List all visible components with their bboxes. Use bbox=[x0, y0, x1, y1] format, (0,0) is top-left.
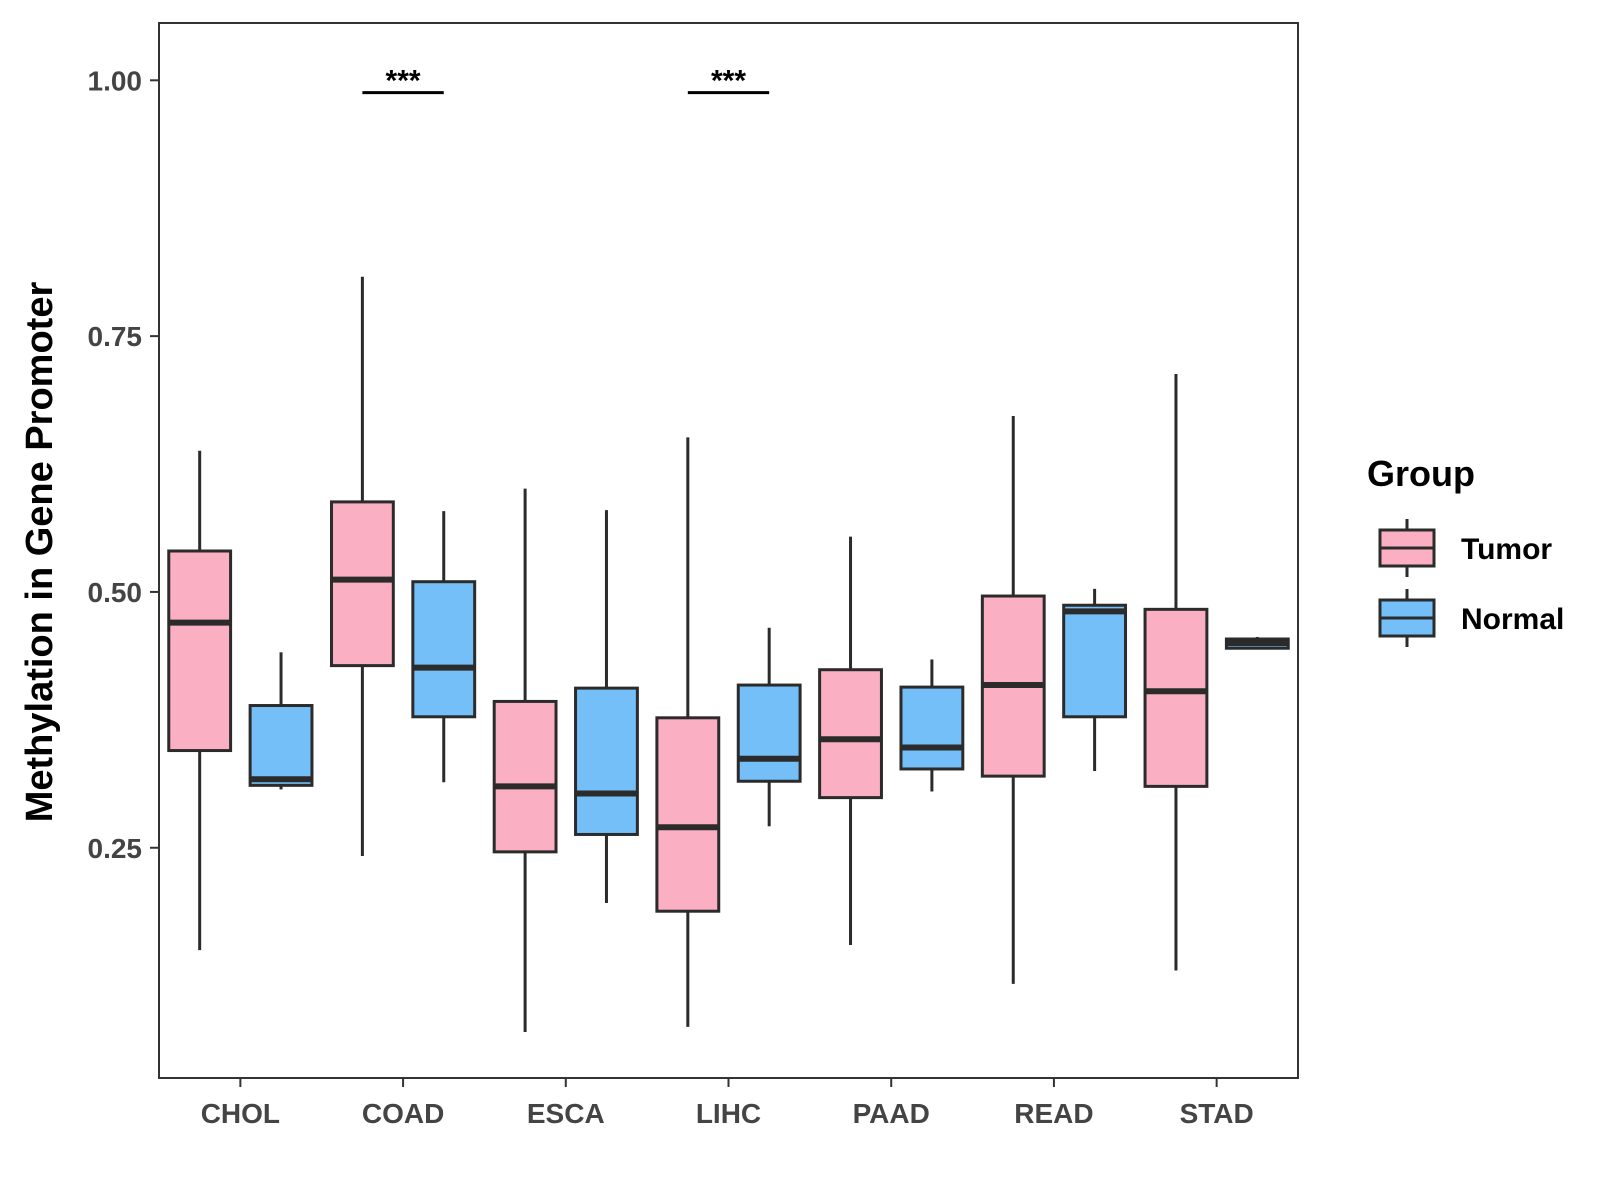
box-tumor-esca bbox=[492, 488, 558, 1032]
significance-annotations: *** *** bbox=[362, 65, 770, 98]
box-tumor-stad bbox=[1143, 373, 1209, 971]
y-axis: 0.25 0.50 0.75 1.00 bbox=[88, 65, 159, 864]
x-tick-label: STAD bbox=[1180, 1098, 1254, 1129]
box-body bbox=[411, 580, 477, 719]
significance-lihc: *** bbox=[687, 65, 770, 98]
box-tumor-chol bbox=[167, 450, 233, 951]
x-tick-label: LIHC bbox=[696, 1098, 761, 1129]
significance-label: *** bbox=[386, 65, 421, 98]
box-normal-stad bbox=[1224, 636, 1290, 650]
x-tick-label: READ bbox=[1014, 1098, 1093, 1129]
y-tick-label: 0.75 bbox=[88, 321, 143, 352]
box-tumor-lihc bbox=[655, 437, 721, 1027]
box-tumor-read bbox=[980, 415, 1046, 984]
legend-item-tumor: Tumor bbox=[1378, 519, 1552, 577]
box-body bbox=[248, 704, 314, 787]
box-normal-esca bbox=[574, 510, 639, 904]
box-body bbox=[574, 686, 639, 836]
box-body bbox=[899, 685, 965, 771]
box-body bbox=[167, 549, 233, 753]
legend-item-normal: Normal bbox=[1378, 589, 1564, 647]
box-tumor-paad bbox=[818, 536, 883, 945]
y-axis-title: Methylation in Gene Promoter bbox=[19, 282, 61, 823]
legend-title: Group bbox=[1367, 453, 1475, 494]
box-body bbox=[1143, 607, 1209, 788]
x-axis: CHOL COAD ESCA LIHC PAAD READ STAD bbox=[201, 1078, 1254, 1129]
box-body bbox=[736, 683, 802, 783]
y-tick-label: 0.25 bbox=[88, 833, 143, 864]
x-tick-label: COAD bbox=[362, 1098, 444, 1129]
series-normal bbox=[248, 510, 1290, 904]
y-tick-label: 1.00 bbox=[88, 65, 143, 96]
box-normal-chol bbox=[248, 652, 314, 790]
legend-label: Tumor bbox=[1461, 533, 1552, 566]
x-tick-label: CHOL bbox=[201, 1098, 280, 1129]
box-body bbox=[818, 668, 883, 800]
box-tumor-coad bbox=[329, 276, 395, 856]
x-tick-label: ESCA bbox=[527, 1098, 605, 1129]
box-body bbox=[329, 500, 395, 668]
box-body bbox=[1062, 603, 1128, 719]
box-normal-paad bbox=[899, 659, 965, 792]
legend-label: Normal bbox=[1461, 603, 1564, 636]
series-tumor bbox=[167, 276, 1209, 1032]
y-tick-label: 0.50 bbox=[88, 577, 143, 608]
significance-label: *** bbox=[711, 65, 746, 98]
box-body bbox=[655, 716, 721, 913]
box-body bbox=[492, 699, 558, 854]
legend: Group Tumor Normal bbox=[1367, 453, 1564, 647]
significance-coad: *** bbox=[362, 65, 444, 98]
box-normal-read bbox=[1062, 588, 1128, 772]
box-normal-coad bbox=[411, 511, 477, 783]
box-series bbox=[167, 276, 1290, 1032]
x-tick-label: PAAD bbox=[853, 1098, 930, 1129]
box-normal-lihc bbox=[736, 627, 802, 827]
